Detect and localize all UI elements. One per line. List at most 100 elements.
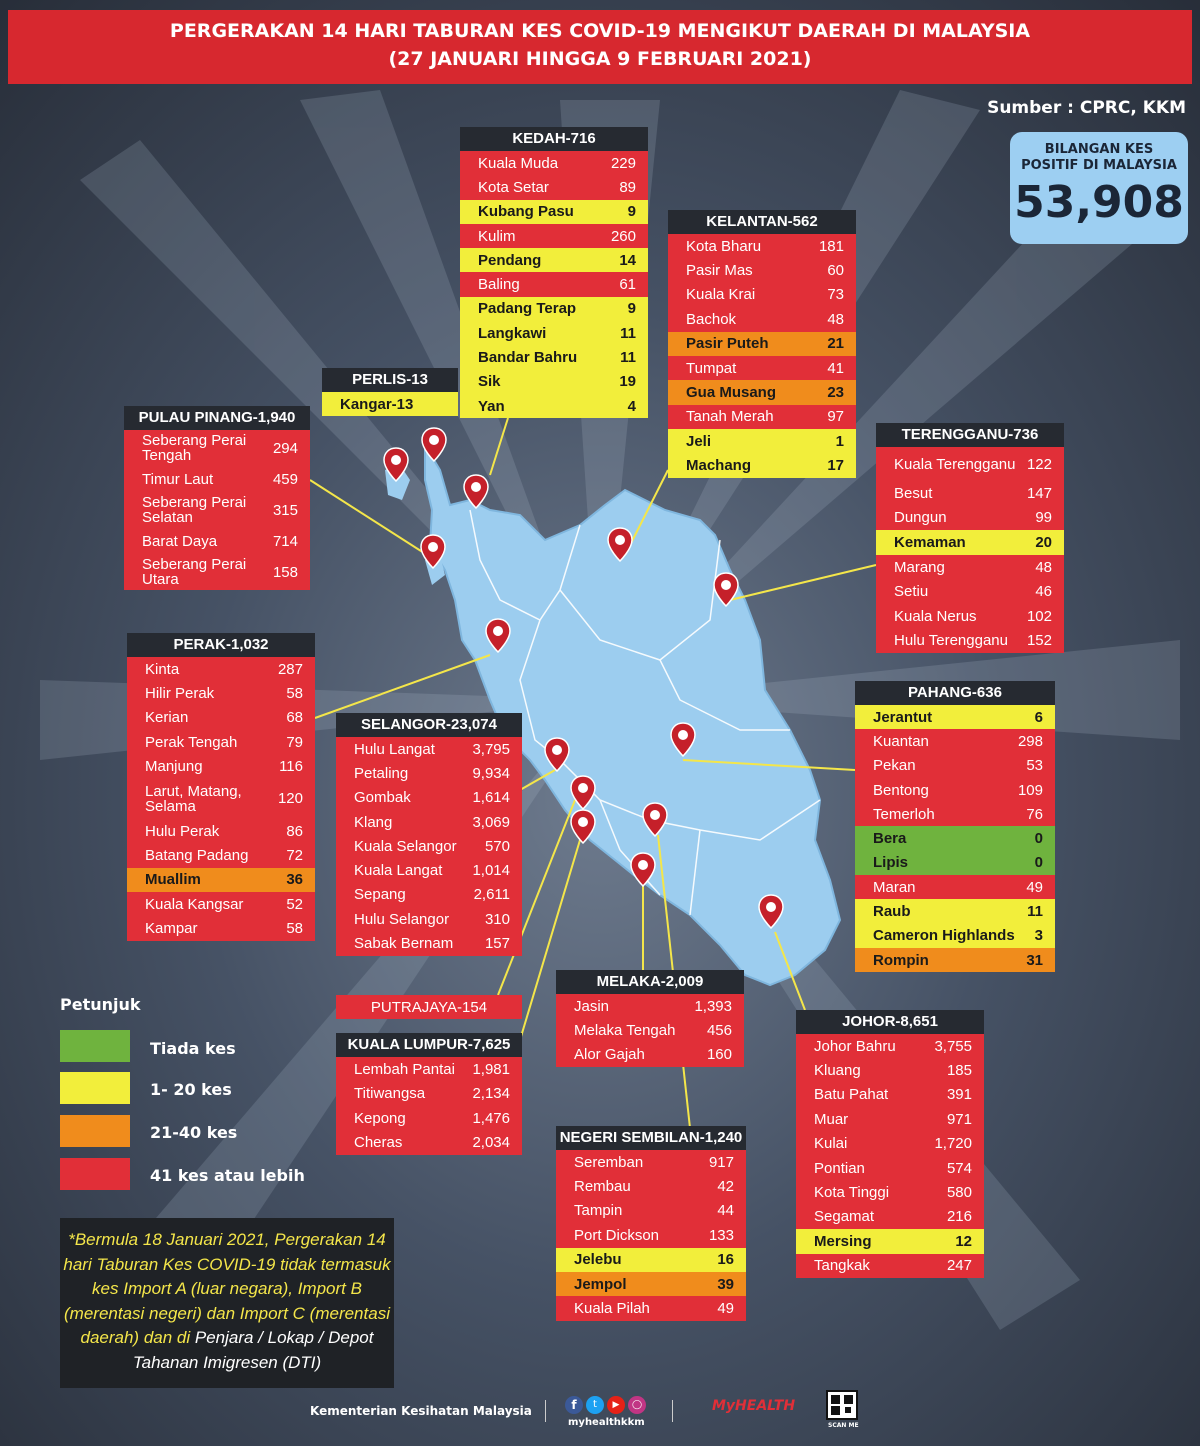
district-row: Muar 971: [796, 1107, 984, 1132]
district-value: 116: [279, 758, 303, 776]
map-pin-icon[interactable]: [713, 572, 739, 612]
district-name: Kuala Selangor: [354, 837, 457, 855]
district-value: 3,069: [472, 813, 510, 831]
map-pin-icon[interactable]: [670, 722, 696, 762]
map-pin-icon[interactable]: [607, 527, 633, 567]
map-pin-icon[interactable]: [420, 534, 446, 574]
district-row: Kulim 260: [460, 223, 648, 249]
district-name: Seberang Perai Utara: [142, 556, 247, 588]
district-value: 459: [272, 470, 298, 488]
qr-code-icon[interactable]: [826, 1390, 858, 1420]
table-pinang: PULAU PINANG-1,940 Seberang Perai Tengah 2…: [124, 406, 310, 590]
district-value: 1,981: [472, 1060, 510, 1078]
district-name: Timur Laut: [142, 470, 214, 488]
district-name: Hulu Langat: [354, 740, 435, 758]
map-pin-icon[interactable]: [544, 737, 570, 777]
district-value: 3,755: [934, 1037, 972, 1055]
table-pahang: PAHANG-636 Jerantut 6 Kuantan 298 Pekan 53 Bent…: [855, 681, 1055, 973]
district-name: Kota Bharu: [686, 237, 762, 255]
youtube-icon[interactable]: ▶: [607, 1396, 625, 1414]
map-pin-icon[interactable]: [630, 852, 656, 892]
scan-me-label: SCAN ME: [828, 1422, 859, 1429]
district-name: Alor Gajah: [574, 1046, 645, 1064]
map-pin-icon[interactable]: [421, 427, 447, 467]
district-value: 2,134: [472, 1085, 510, 1103]
district-name: Rembau: [574, 1178, 631, 1196]
twitter-icon[interactable]: t: [586, 1396, 604, 1414]
district-row: Jeli 1: [668, 429, 856, 454]
district-name: Kubang Pasu: [478, 203, 574, 221]
legend-title: Petunjuk: [60, 995, 141, 1014]
district-name: Pasir Mas: [686, 262, 753, 280]
pinang-title: PULAU PINANG-1,940: [124, 406, 310, 430]
district-value: 39: [717, 1275, 734, 1293]
district-name: Bentong: [873, 781, 929, 799]
title-banner: PERGERAKAN 14 HARI TABURAN KES COVID-19 …: [8, 10, 1192, 84]
district-name: Johor Bahru: [814, 1037, 896, 1055]
district-value: 4: [627, 397, 636, 415]
pahang-title: PAHANG-636: [855, 681, 1055, 705]
district-value: 44: [717, 1202, 734, 1220]
legend-swatch-yellow: [60, 1072, 130, 1104]
facebook-icon[interactable]: f: [565, 1396, 583, 1414]
district-value: 89: [619, 178, 636, 196]
district-name: Batang Padang: [145, 847, 249, 865]
map-pin-icon[interactable]: [642, 802, 668, 842]
map-pin-icon[interactable]: [463, 474, 489, 514]
district-row: Jempol 39: [556, 1271, 746, 1297]
district-value: 147: [1026, 484, 1052, 502]
district-value: 97: [827, 408, 844, 426]
map-pin-icon[interactable]: [383, 447, 409, 487]
district-name: Cheras: [354, 1134, 403, 1152]
district-row: Port Dickson 133: [556, 1223, 746, 1248]
district-row: Kuala Kangsar 52: [127, 892, 315, 917]
district-value: 580: [946, 1184, 972, 1202]
district-row: Sik 19: [460, 369, 648, 394]
district-name: Machang: [686, 457, 752, 475]
district-row: Bandar Bahru 11: [460, 345, 648, 370]
district-row: Seberang Perai Selatan 315: [124, 492, 310, 528]
district-row: Kubang Pasu 9: [460, 199, 648, 224]
district-value: 181: [818, 237, 844, 255]
map-pin-icon[interactable]: [570, 775, 596, 815]
district-row: Yan 4: [460, 393, 648, 419]
district-row: Machang 17: [668, 453, 856, 478]
district-value: 9: [627, 203, 636, 221]
district-row: Kuala Langat 1,014: [336, 858, 522, 883]
district-name: Larut, Matang, Selama: [145, 782, 242, 815]
district-name: Jerantut: [873, 708, 933, 726]
district-name: Tangkak: [814, 1257, 870, 1275]
district-row: Batang Padang 72: [127, 843, 315, 868]
map-pin-icon[interactable]: [485, 618, 511, 658]
district-row: Kota Setar 89: [460, 175, 648, 200]
perlis-title: PERLIS-13: [322, 368, 458, 392]
instagram-icon[interactable]: ◯: [628, 1396, 646, 1414]
district-row: Tangkak 247: [796, 1253, 984, 1278]
johor-title: JOHOR-8,651: [796, 1010, 984, 1034]
note-box: *Bermula 18 Januari 2021, Pergerakan 14 …: [60, 1218, 394, 1388]
district-row: Dungun 99: [876, 505, 1064, 531]
district-value: 11: [620, 349, 636, 367]
district-value: 456: [706, 1022, 732, 1040]
district-name: Gua Musang: [686, 384, 777, 402]
map-pin-icon[interactable]: [758, 894, 784, 934]
district-row: Seberang Perai Tengah 294: [124, 430, 310, 466]
district-value: 133: [708, 1226, 734, 1244]
district-row: Lipis 0: [855, 850, 1055, 876]
district-value: 3: [1034, 927, 1043, 945]
district-value: 58: [286, 685, 303, 703]
terengganu-title: TERENGGANU-736: [876, 423, 1064, 447]
social-icons[interactable]: f t ▶ ◯: [565, 1396, 646, 1414]
district-name: Jelebu: [574, 1251, 622, 1269]
district-value: 23: [827, 384, 844, 402]
table-perlis: PERLIS-13 Kangar-13: [322, 368, 458, 416]
district-value: 216: [946, 1208, 972, 1226]
district-value: 1: [835, 432, 844, 450]
map-pin-icon[interactable]: [570, 809, 596, 849]
district-value: 152: [1026, 632, 1052, 650]
district-name: Yan: [478, 397, 505, 415]
district-value: 42: [717, 1178, 734, 1196]
district-value: 0: [1034, 854, 1043, 872]
district-row: Segamat 216: [796, 1204, 984, 1230]
district-row: Hulu Langat 3,795: [336, 737, 522, 762]
